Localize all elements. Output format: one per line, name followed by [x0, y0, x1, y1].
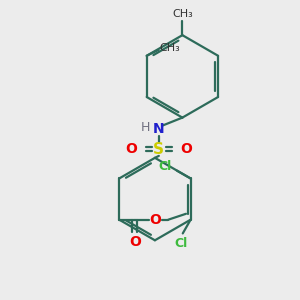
Text: H: H [140, 121, 150, 134]
Text: Cl: Cl [174, 237, 188, 250]
Text: O: O [129, 235, 141, 249]
Text: CH₃: CH₃ [172, 9, 193, 19]
Text: N: N [153, 122, 165, 136]
Text: Cl: Cl [158, 160, 172, 173]
Text: O: O [180, 142, 192, 156]
Text: CH₃: CH₃ [160, 43, 181, 53]
Text: S: S [153, 142, 164, 157]
Text: O: O [150, 213, 161, 227]
Text: O: O [125, 142, 137, 156]
